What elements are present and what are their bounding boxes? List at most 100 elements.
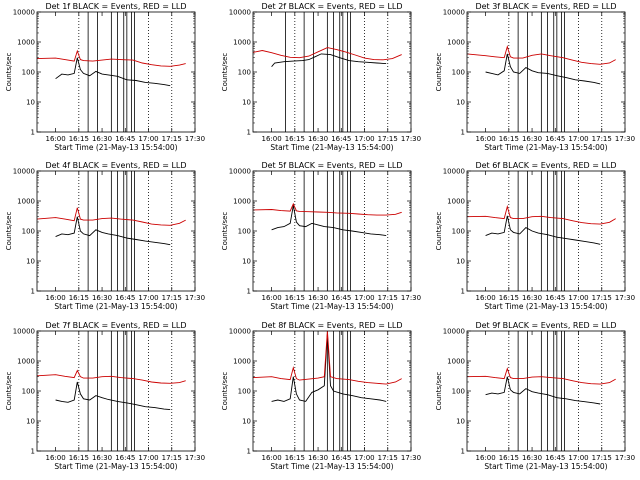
y-tick-label: 1 [461,129,465,137]
x-tick-label: 16:00 [475,135,495,143]
y-tick-label: 1 [461,288,465,296]
y-axis-label: Counts/sec [435,212,443,251]
y-tick-label: 10 [26,99,35,107]
x-tick-label: 17:15 [378,135,398,143]
y-tick-label: 10 [456,258,465,266]
x-tick-label: 17:00 [568,454,588,462]
x-tick-label: 16:15 [499,135,519,143]
x-tick-label: 17:15 [162,294,182,302]
x-tick-label: 17:00 [138,294,158,302]
series-line-lld [36,207,186,226]
y-tick-label: 100 [22,388,35,396]
x-tick-label: 17:30 [615,294,635,302]
series-line-events [55,216,171,246]
x-tick-label: 16:30 [308,135,328,143]
y-axis-label: Counts/sec [221,372,229,411]
x-axis-label: Start Time (21-May-13 15:54:00) [484,462,607,471]
plot-frame [466,330,626,452]
x-tick-label: 17:30 [401,454,421,462]
panel-4: Det 4f BLACK = Events, RED = LLD 1 10 100 10… [5,161,205,311]
y-tick-label: 1000 [17,39,35,47]
x-tick-label: 16:15 [285,454,305,462]
y-axis-label: Counts/sec [435,372,443,411]
x-tick-label: 16:30 [92,294,112,302]
x-tick-label: 16:30 [308,294,328,302]
x-tick-label: 16:30 [92,135,112,143]
y-tick-label: 10 [26,418,35,426]
y-tick-label: 1 [247,448,251,456]
x-tick-label: 16:45 [331,294,351,302]
x-tick-label: 17:00 [354,294,374,302]
y-tick-label: 10 [456,418,465,426]
x-tick-label: 17:15 [378,454,398,462]
x-tick-label: 16:45 [331,135,351,143]
x-tick-label: 16:45 [545,294,565,302]
x-tick-label: 17:00 [138,135,158,143]
series-line-lld [252,47,402,61]
series-line-lld [466,44,616,65]
plot-frame [466,11,626,133]
x-tick-label: 16:15 [285,135,305,143]
x-tick-label: 17:15 [378,294,398,302]
x-tick-label: 17:15 [162,454,182,462]
y-tick-label: 100 [22,69,35,77]
panel-7: Det 7f BLACK = Events, RED = LLD 1 10 100 10… [5,321,205,471]
y-tick-label: 10000 [443,9,465,17]
y-axis-label: Counts/sec [5,212,13,251]
x-tick-label: 16:30 [522,454,542,462]
x-tick-label: 17:00 [568,135,588,143]
panel-title: Det 5f BLACK = Events, RED = LLD [261,161,402,170]
series-line-lld [466,367,616,385]
x-tick-label: 17:30 [615,454,635,462]
y-tick-label: 10000 [13,168,35,176]
y-tick-label: 10000 [13,9,35,17]
x-tick-label: 17:00 [354,135,374,143]
y-tick-label: 100 [22,228,35,236]
x-tick-label: 16:45 [545,135,565,143]
panel-8: Det 8f BLACK = Events, RED = LLD 1 10 100 10… [221,321,421,471]
y-tick-label: 100 [452,228,465,236]
y-tick-label: 10000 [443,328,465,336]
x-tick-label: 16:30 [92,454,112,462]
x-tick-label: 16:00 [261,454,281,462]
x-tick-label: 17:15 [162,135,182,143]
panel-title: Det 7f BLACK = Events, RED = LLD [45,321,186,330]
y-tick-label: 1000 [17,198,35,206]
y-tick-label: 10000 [13,328,35,336]
panel-title: Det 4f BLACK = Events, RED = LLD [45,161,186,170]
panel-3: Det 3f BLACK = Events, RED = LLD 1 10 100 10… [435,2,635,152]
series-line-events [485,53,601,85]
panel-title: Det 2f BLACK = Events, RED = LLD [261,2,402,11]
y-axis-label: Counts/sec [5,53,13,92]
y-tick-label: 100 [452,69,465,77]
x-tick-label: 16:45 [545,454,565,462]
y-tick-label: 1 [461,448,465,456]
x-tick-label: 16:45 [115,454,135,462]
y-tick-label: 1 [31,129,35,137]
x-axis-label: Start Time (21-May-13 15:54:00) [54,143,177,152]
y-tick-label: 1000 [233,358,251,366]
series-line-events [271,205,387,237]
y-tick-label: 10 [26,258,35,266]
x-tick-label: 16:45 [115,135,135,143]
x-tick-label: 16:15 [285,294,305,302]
panel-title: Det 9f BLACK = Events, RED = LLD [475,321,616,330]
x-tick-label: 16:00 [475,454,495,462]
x-tick-label: 17:15 [592,454,612,462]
x-axis-label: Start Time (21-May-13 15:54:00) [270,143,393,152]
x-axis-label: Start Time (21-May-13 15:54:00) [54,462,177,471]
series-line-lld [36,49,186,67]
x-tick-label: 16:15 [69,135,89,143]
plot-frame [252,170,412,292]
panel-title: Det 1f BLACK = Events, RED = LLD [45,2,186,11]
y-tick-label: 10 [242,418,251,426]
x-tick-label: 16:00 [261,135,281,143]
x-axis-label: Start Time (21-May-13 15:54:00) [54,302,177,311]
x-axis-label: Start Time (21-May-13 15:54:00) [484,302,607,311]
y-tick-label: 10000 [229,328,251,336]
y-tick-label: 100 [238,69,251,77]
x-axis-label: Start Time (21-May-13 15:54:00) [270,462,393,471]
y-tick-label: 100 [238,388,251,396]
x-tick-label: 17:00 [138,454,158,462]
